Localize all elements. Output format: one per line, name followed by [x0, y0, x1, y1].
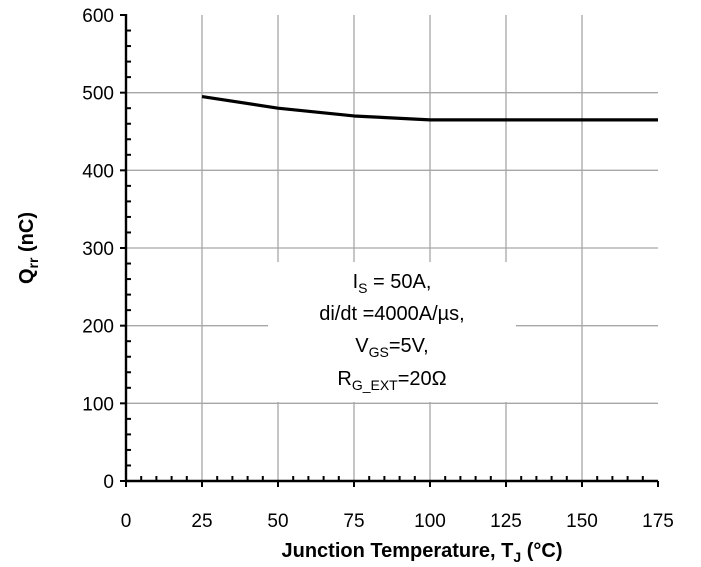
x-axis-title: Junction Temperature, TJ (°C) [281, 540, 562, 565]
x-tick-label: 25 [191, 511, 212, 532]
x-tick-label: 175 [642, 511, 674, 532]
x-tick-label: 50 [267, 511, 288, 532]
annotation-line: VGS=5V, [355, 335, 428, 360]
y-tick-label: 300 [82, 239, 114, 260]
y-tick-label: 200 [82, 317, 114, 338]
y-axis-title: Qrr (nC) [16, 212, 41, 284]
x-tick-label: 0 [121, 511, 132, 532]
x-tick-label: 150 [566, 511, 598, 532]
conditions-annotation: IS = 50A,di/dt =4000A/µs,VGS=5V,RG_EXT=2… [268, 262, 516, 402]
y-tick-label: 100 [82, 394, 114, 415]
y-tick-label: 0 [103, 472, 114, 493]
axes [120, 14, 658, 487]
grid-lines [126, 15, 658, 481]
y-tick-label: 500 [82, 84, 114, 105]
x-tick-label: 100 [414, 511, 446, 532]
annotation-line: di/dt =4000A/µs, [319, 303, 465, 325]
y-tick-label: 600 [82, 6, 114, 27]
x-tick-label: 75 [343, 511, 364, 532]
x-tick-label: 125 [490, 511, 522, 532]
y-tick-label: 400 [82, 161, 114, 182]
